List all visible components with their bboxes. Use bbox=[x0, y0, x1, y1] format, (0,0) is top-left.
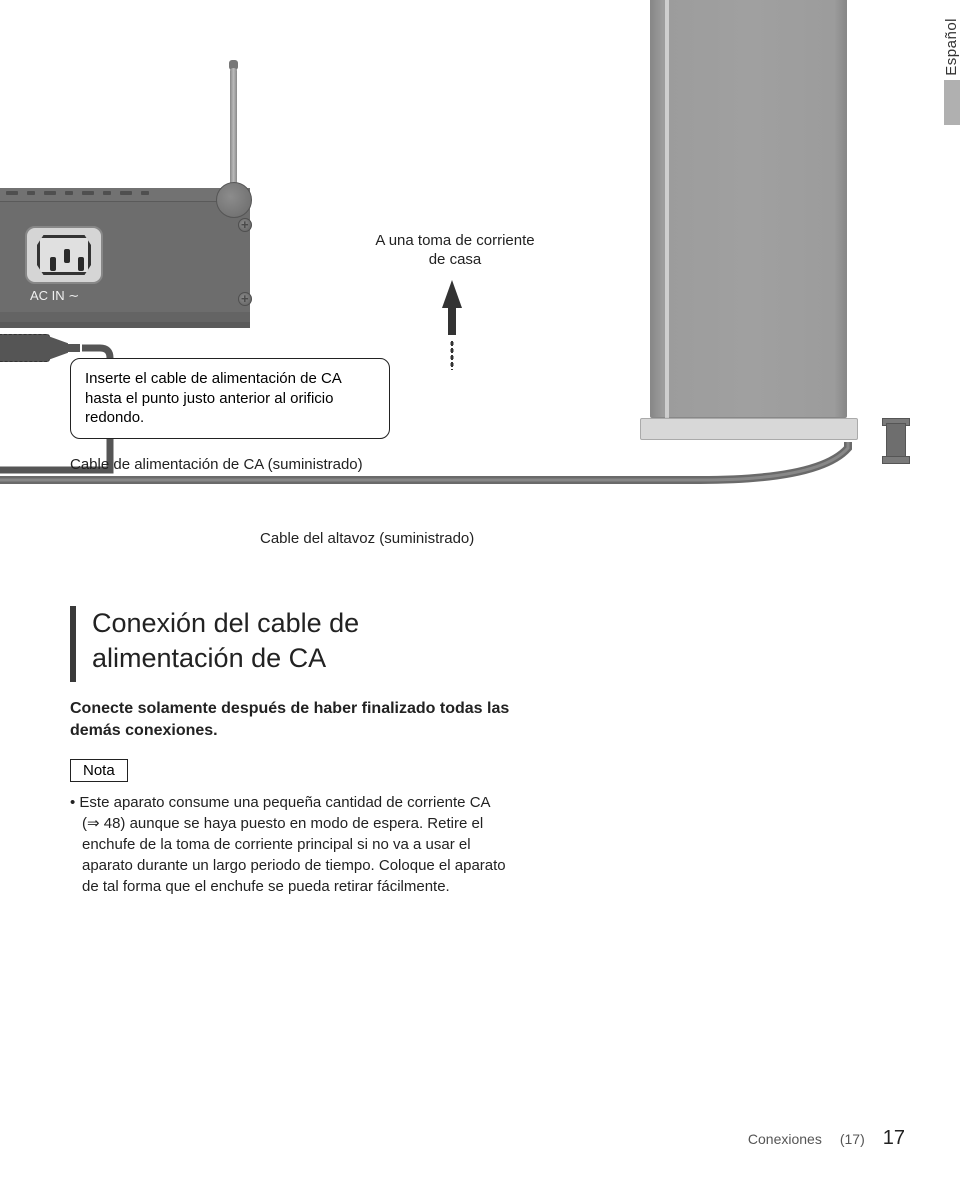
section-subtitle: Conecte solamente después de haber final… bbox=[70, 698, 510, 741]
speaker-cable-label: Cable del altavoz (suministrado) bbox=[260, 530, 474, 547]
ac-in-label: AC IN ∼ bbox=[30, 288, 79, 304]
insert-cable-callout: Inserte el cable de alimentación de CA h… bbox=[70, 358, 390, 439]
speaker-illustration bbox=[640, 0, 858, 440]
section-title: Conexión del cable de alimentación de CA bbox=[70, 606, 510, 676]
arrow-up-icon bbox=[442, 280, 462, 308]
nota-label-box: Nota bbox=[70, 759, 128, 782]
footer-page-number: 17 bbox=[883, 1127, 905, 1150]
footer-section-name: Conexiones bbox=[748, 1131, 822, 1147]
speaker-connector bbox=[848, 418, 908, 462]
outlet-label: A una toma de corriente de casa bbox=[370, 232, 540, 270]
ac-socket-icon bbox=[25, 226, 103, 284]
section-heading-bar bbox=[70, 606, 76, 682]
language-tab-bar bbox=[944, 80, 960, 125]
arrow-stem bbox=[448, 305, 456, 335]
power-cable-label: Cable de alimentación de CA (suministrad… bbox=[70, 456, 363, 473]
page-footer: Conexiones (17) 17 bbox=[748, 1127, 905, 1150]
footer-page-paren: (17) bbox=[840, 1131, 865, 1147]
section-content: Conexión del cable de alimentación de CA… bbox=[70, 606, 510, 897]
note-body-text: • Este aparato consume una pequeña canti… bbox=[70, 792, 510, 897]
arrow-dotted-line bbox=[450, 340, 454, 370]
language-tab: Español bbox=[943, 18, 960, 125]
language-label: Español bbox=[943, 18, 960, 76]
